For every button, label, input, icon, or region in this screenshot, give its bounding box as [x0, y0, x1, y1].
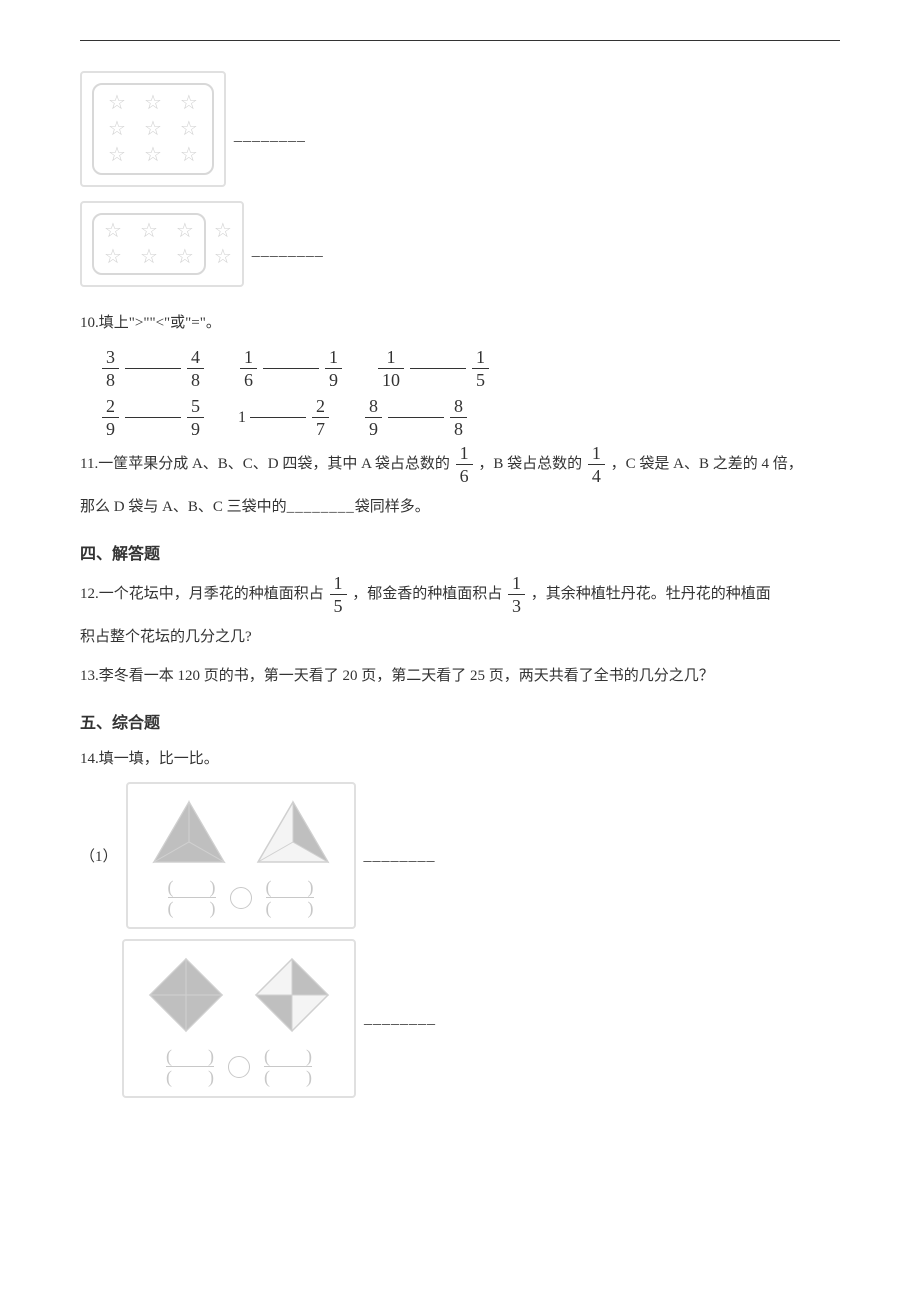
section4-heading: 四、解答题 — [80, 540, 840, 564]
q12-pre: 12.一个花坛中，月季花的种植面积占 — [80, 586, 328, 602]
fraction: 88 — [450, 397, 467, 438]
star-icon: ☆ — [144, 145, 162, 165]
cmp-item: 89 88 — [363, 397, 469, 438]
q14-blank2: ________ — [364, 1010, 436, 1028]
q14-blank1: ________ — [364, 847, 436, 865]
diamond-right — [252, 955, 332, 1035]
q10-prompt: 10.填上">""<"或"="。 — [80, 307, 840, 340]
q12-line1: 12.一个花坛中，月季花的种植面积占 15 ，郁金香的种植面积占 13 ，其余种… — [80, 574, 840, 615]
blank-line — [125, 368, 181, 369]
q14-label1: （1） — [80, 845, 118, 866]
blank-line — [388, 417, 444, 418]
fraction: 27 — [312, 397, 329, 438]
fraction-slot: ( )( ) — [168, 878, 216, 917]
q10-row1: 38 48 16 19 110 15 — [100, 348, 840, 389]
q11-mid1: ，B 袋占总数的 — [478, 456, 586, 472]
q14-triangles-box: ( )( ) ( )( ) — [126, 782, 356, 929]
cmp-item: 16 19 — [238, 348, 344, 389]
star-icon: ☆ — [144, 119, 162, 139]
fraction-slot: ( )( ) — [264, 1047, 312, 1086]
star-icon: ☆ — [176, 221, 194, 241]
fraction: 110 — [378, 348, 404, 389]
compare-circle — [230, 887, 252, 909]
fraction: 15 — [330, 574, 347, 615]
fraction: 13 — [508, 574, 525, 615]
q9-figure2-row: ☆☆☆ ☆☆☆ ☆ ☆ ________ — [80, 201, 840, 301]
star-icon: ☆ — [214, 247, 232, 267]
cmp-item: 1 27 — [238, 397, 331, 438]
star-icon: ☆ — [104, 247, 122, 267]
fraction: 15 — [472, 348, 489, 389]
triangle-left — [150, 798, 228, 866]
cmp-item: 38 48 — [100, 348, 206, 389]
q11-line2-post: 袋同样多。 — [355, 499, 430, 515]
q11-blank: ________ — [287, 499, 355, 515]
star-icon: ☆ — [180, 93, 198, 113]
star-icon: ☆ — [108, 119, 126, 139]
q11-pre: 11.一筐苹果分成 A、B、C、D 四袋，其中 A 袋占总数的 — [80, 456, 454, 472]
q11-line2: 那么 D 袋与 A、B、C 三袋中的________袋同样多。 — [80, 491, 840, 524]
q9-blank2: ________ — [252, 242, 324, 260]
cmp-item: 29 59 — [100, 397, 206, 438]
star-icon: ☆ — [108, 145, 126, 165]
page: ☆☆☆ ☆☆☆ ☆☆☆ ________ ☆☆☆ ☆☆☆ ☆ ☆ _______… — [0, 0, 920, 1302]
star-icon: ☆ — [108, 93, 126, 113]
q14-part2-row: ( )( ) ( )( ) ________ — [122, 939, 840, 1098]
blank-line — [250, 417, 306, 418]
top-rule — [80, 40, 840, 41]
fraction: 19 — [325, 348, 342, 389]
blank-line — [263, 368, 319, 369]
q9-figure1-row: ☆ ☆ ☆ ☆ ☆ ☆ ☆ ☆ ☆ ________ — [80, 71, 840, 201]
star-icon: ☆ — [180, 145, 198, 165]
blank-line — [410, 368, 466, 369]
star-icon: ☆ — [176, 247, 194, 267]
q10-row2: 29 59 1 27 89 88 — [100, 397, 840, 438]
q9-blank1: ________ — [234, 127, 306, 145]
q13: 13.李冬看一本 120 页的书，第一天看了 20 页，第二天看了 25 页，两… — [80, 660, 840, 693]
q9-figure1: ☆ ☆ ☆ ☆ ☆ ☆ ☆ ☆ ☆ — [80, 71, 226, 187]
fraction-slot: ( )( ) — [166, 1047, 214, 1086]
q12-line2: 积占整个花坛的几分之几? — [80, 621, 840, 654]
q12-post: ，其余种植牡丹花。牡丹花的种植面 — [531, 586, 771, 602]
section5-heading: 五、综合题 — [80, 709, 840, 733]
star-icon: ☆ — [104, 221, 122, 241]
compare-circle — [228, 1056, 250, 1078]
star-icon: ☆ — [140, 221, 158, 241]
q11-mid2: ，C 袋是 A、B 之差的 4 倍， — [611, 456, 803, 472]
diamond-left — [146, 955, 226, 1035]
fraction-slot: ( )( ) — [266, 878, 314, 917]
star-icon: ☆ — [140, 247, 158, 267]
q14-part1-row: （1） ( )( ) ( — [80, 782, 840, 929]
q14-slot-row-1: ( )( ) ( )( ) — [150, 878, 332, 917]
plain-one: 1 — [238, 409, 246, 427]
q12-mid: ，郁金香的种植面积占 — [352, 586, 506, 602]
star-icon: ☆ — [180, 119, 198, 139]
fraction: 48 — [187, 348, 204, 389]
fraction: 89 — [365, 397, 382, 438]
q9-figure1-panel: ☆ ☆ ☆ ☆ ☆ ☆ ☆ ☆ ☆ — [92, 83, 214, 175]
q11-line2-pre: 那么 D 袋与 A、B、C 三袋中的 — [80, 499, 287, 515]
q9-figure2-panel: ☆ ☆ ☆ ☆ ☆ ☆ — [92, 213, 206, 275]
fraction: 38 — [102, 348, 119, 389]
fraction: 16 — [240, 348, 257, 389]
fraction: 16 — [456, 444, 473, 485]
q9-figure2: ☆☆☆ ☆☆☆ ☆ ☆ — [80, 201, 244, 287]
fraction: 14 — [588, 444, 605, 485]
q14-slot-row-2: ( )( ) ( )( ) — [146, 1047, 332, 1086]
q9-figure2-extra: ☆ ☆ — [214, 221, 232, 267]
q14-diamonds-box: ( )( ) ( )( ) — [122, 939, 356, 1098]
q14-prompt: 14.填一填，比一比。 — [80, 743, 840, 776]
star-icon: ☆ — [214, 221, 232, 241]
star-icon: ☆ — [144, 93, 162, 113]
triangle-right — [254, 798, 332, 866]
q11-line1: 11.一筐苹果分成 A、B、C、D 四袋，其中 A 袋占总数的 16 ，B 袋占… — [80, 444, 840, 485]
blank-line — [125, 417, 181, 418]
fraction: 59 — [187, 397, 204, 438]
cmp-item: 110 15 — [376, 348, 491, 389]
fraction: 29 — [102, 397, 119, 438]
